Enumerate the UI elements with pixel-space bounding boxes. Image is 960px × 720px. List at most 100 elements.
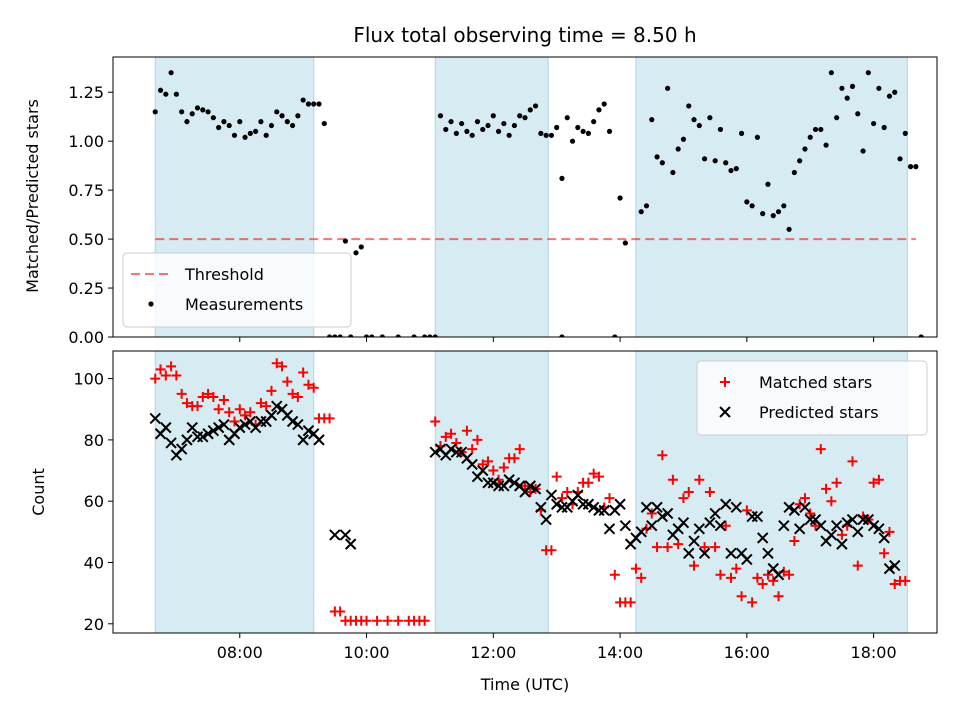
- measurement-point: [348, 334, 354, 337]
- predicted-star-point: [714, 520, 727, 532]
- predicted-star-point: [271, 400, 283, 412]
- matched-star-point: [234, 404, 245, 415]
- measurement-point: [865, 70, 871, 76]
- measurement-point: [538, 130, 544, 136]
- matched-star-point: [662, 542, 673, 553]
- predicted-star-point: [793, 523, 806, 535]
- bottom-panel: 20 40 60 80 100 08:00 10:00 12:00 14:00 16:00 18:0…: [73, 350, 938, 662]
- measurement-point: [559, 175, 565, 181]
- plot-area: [149, 358, 911, 626]
- measurement-point: [728, 167, 734, 174]
- matched-star-point: [556, 493, 567, 504]
- matched-star-point: [847, 456, 858, 467]
- measurement-point: [157, 87, 164, 93]
- matched-star-point: [271, 358, 282, 369]
- matched-star-point: [889, 578, 900, 589]
- predicted-star-point: [883, 562, 896, 575]
- matched-star-point: [509, 453, 520, 464]
- measurement-point: [253, 128, 259, 135]
- matched-star-point: [762, 569, 773, 580]
- matched-star-point: [757, 578, 768, 589]
- predicted-star-point: [582, 498, 595, 510]
- matched-star-point: [372, 615, 383, 626]
- matched-star-point: [303, 379, 314, 390]
- predicted-star-point: [772, 569, 785, 581]
- y-tick-label: 0.75: [68, 181, 104, 200]
- predicted-star-point: [836, 538, 848, 550]
- predicted-star-point: [661, 507, 674, 520]
- predicted-star-point: [830, 520, 843, 532]
- predicted-star-point: [234, 421, 246, 434]
- matched-star-point: [699, 542, 710, 553]
- measurement-point: [274, 109, 280, 115]
- measurement-point: [564, 115, 570, 121]
- measurement-point: [332, 334, 338, 337]
- y-tick-label: 60: [84, 492, 104, 511]
- y-tick-label: 0.50: [68, 230, 104, 249]
- measurement-point: [495, 128, 502, 135]
- measurement-point: [834, 115, 840, 121]
- predicted-star-point: [572, 489, 584, 501]
- observing-window-shade: [434, 56, 549, 338]
- predicted-star-point: [878, 532, 890, 544]
- predicted-star-point: [239, 418, 251, 431]
- matched-star-point: [551, 471, 562, 482]
- predicted-star-point: [508, 477, 521, 489]
- measurement-point: [849, 83, 856, 89]
- matched-star-point: [419, 615, 430, 626]
- measurement-point: [311, 101, 317, 107]
- measurement-point: [844, 95, 850, 101]
- matched-star-point: [752, 572, 763, 583]
- measurement-point: [828, 70, 834, 76]
- measurement-point: [918, 334, 924, 337]
- measurement-point: [686, 103, 692, 109]
- predicted-star-point: [587, 501, 600, 514]
- x-tick-label: 08:00: [217, 643, 263, 662]
- measurement-point: [797, 158, 803, 164]
- measurement-point: [506, 132, 512, 138]
- matched-star-point: [810, 520, 821, 531]
- matched-star-point: [673, 539, 684, 550]
- measurement-point: [765, 181, 771, 187]
- measurement-point: [490, 113, 496, 119]
- predicted-star-point: [540, 513, 552, 526]
- measurement-point: [300, 97, 306, 103]
- legend-label: Matched stars: [759, 373, 872, 392]
- measurement-point: [749, 203, 755, 209]
- y-tick-label: 1.00: [68, 132, 104, 151]
- predicted-star-point: [640, 501, 653, 514]
- matched-star-point: [588, 468, 599, 479]
- matched-star-point: [292, 391, 303, 402]
- measurement-point: [606, 128, 613, 135]
- measurement-point: [242, 134, 248, 140]
- matched-star-point: [821, 483, 832, 494]
- predicted-star-point: [683, 547, 695, 560]
- measurement-point: [358, 244, 364, 250]
- predicted-star-point: [751, 510, 764, 523]
- measurement-point: [649, 117, 655, 123]
- legend: Matched stars Predicted stars: [696, 360, 928, 436]
- matched-star-point: [335, 606, 346, 617]
- measurement-point: [305, 101, 312, 107]
- measurement-point: [770, 213, 776, 219]
- predicted-star-point: [313, 434, 325, 446]
- measurement-point: [902, 130, 908, 136]
- matched-star-point: [884, 526, 895, 537]
- measurement-point: [575, 124, 581, 131]
- predicted-star-point: [535, 501, 547, 514]
- measurement-point: [337, 334, 343, 337]
- predicted-star-point: [160, 421, 172, 434]
- matched-star-point: [181, 398, 192, 409]
- measurement-point: [363, 334, 370, 337]
- measurement-point: [733, 166, 739, 172]
- x-axis-label: Time (UTC): [480, 675, 569, 694]
- measurement-point: [453, 130, 459, 136]
- matched-star-point: [197, 391, 208, 402]
- predicted-star-point: [265, 409, 278, 422]
- predicted-star-point: [186, 421, 198, 434]
- x-tick-label: 12:00: [470, 643, 516, 662]
- matched-star-point: [609, 569, 620, 580]
- measurement-point: [860, 148, 866, 154]
- measurement-point: [839, 85, 845, 91]
